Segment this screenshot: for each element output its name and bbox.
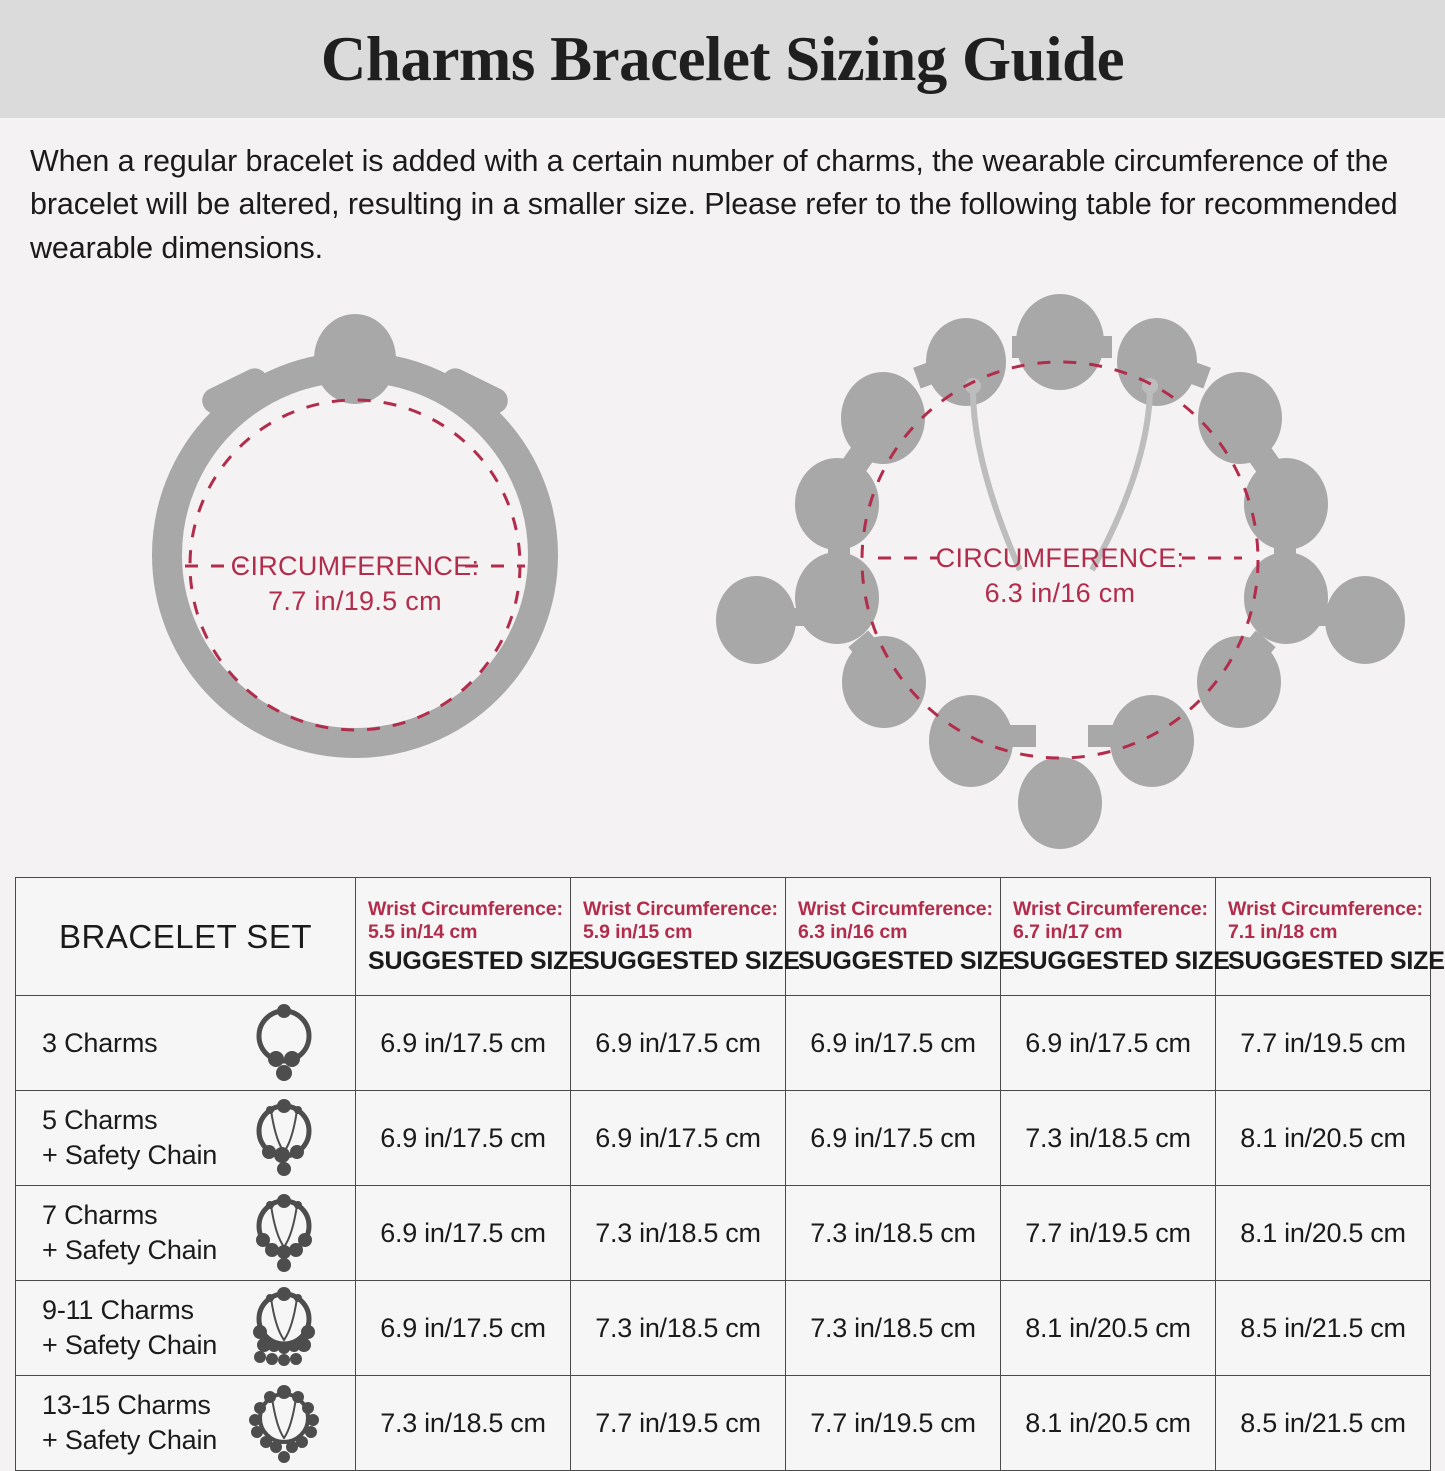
row-5-label: 13-15 Charms + Safety Chain — [42, 1390, 218, 1455]
row-2-set-cell: 5 Charms + Safety Chain — [15, 1090, 356, 1186]
row-2-col-4: 7.3 in/18.5 cm — [1000, 1090, 1216, 1186]
sizing-table: BRACELET SET Wrist Circumference: 5.5 in… — [15, 877, 1445, 1471]
charms-bracelet-diagram: CIRCUMFERENCE: 6.3 in/16 cm — [716, 290, 1405, 850]
page-title: Charms Bracelet Sizing Guide — [320, 23, 1125, 94]
header-col-1: Wrist Circumference: 5.5 in/14 cm SUGGES… — [355, 877, 585, 996]
header-col-5-wrist-line2: 7.1 in/18 cm — [1228, 920, 1338, 943]
bracelet-7-charms-icon — [241, 1192, 327, 1274]
row-1-label: 3 Charms — [42, 1027, 158, 1058]
row-3-col-5: 8.1 in/20.5 cm — [1215, 1185, 1431, 1281]
header-col-1-wrist-line1: Wrist Circumference: — [368, 897, 563, 920]
row-3-col-3: 7.3 in/18.5 cm — [785, 1185, 1001, 1281]
row-3-col-2: 7.3 in/18.5 cm — [570, 1185, 786, 1281]
header-col-4-suggested: SUGGESTED SIZE — [1013, 946, 1230, 975]
charms-circumference-label-line2: 6.3 in/16 cm — [985, 578, 1136, 608]
row-3-label: 7 Charms + Safety Chain — [42, 1200, 218, 1265]
diagram-row: CIRCUMFERENCE: 7.7 in/19.5 cm — [0, 290, 1445, 850]
table-row: 3 Charms — [15, 995, 1431, 1091]
table-row: 7 Charms + Safety Chain — [15, 1185, 1431, 1281]
header-col-2-suggested: SUGGESTED SIZE — [583, 946, 800, 975]
header-col-5: Wrist Circumference: 7.1 in/18 cm SUGGES… — [1215, 877, 1445, 996]
table-row: 5 Charms + Safety Chain — [15, 1090, 1431, 1186]
page-header: Charms Bracelet Sizing Guide — [0, 0, 1445, 118]
header-bracelet-set: BRACELET SET — [15, 877, 356, 996]
header-col-1-wrist-line2: 5.5 in/14 cm — [368, 920, 478, 943]
bracelet-band-icon — [152, 314, 558, 758]
row-2-col-5: 8.1 in/20.5 cm — [1215, 1090, 1431, 1186]
row-1-col-5: 7.7 in/19.5 cm — [1215, 995, 1431, 1091]
row-1-col-4: 6.9 in/17.5 cm — [1000, 995, 1216, 1091]
sizing-table-wrapper: BRACELET SET Wrist Circumference: 5.5 in… — [15, 877, 1445, 1471]
table-header-row: BRACELET SET Wrist Circumference: 5.5 in… — [15, 877, 1445, 996]
row-4-set-cell: 9-11 Charms + Safety Chain — [15, 1280, 356, 1376]
bracelet-3-charms-icon — [241, 1002, 327, 1084]
intro-paragraph: When a regular bracelet is added with a … — [30, 144, 1398, 265]
plain-bracelet-diagram: CIRCUMFERENCE: 7.7 in/19.5 cm — [55, 290, 655, 780]
header-col-2-wrist-line2: 5.9 in/15 cm — [583, 920, 693, 943]
table-row: 9-11 Charms + Safety Chain — [15, 1280, 1431, 1376]
row-1-col-1: 6.9 in/17.5 cm — [355, 995, 571, 1091]
table-body: 3 Charms — [15, 995, 1431, 1471]
header-col-4-wrist-line1: Wrist Circumference: — [1013, 897, 1208, 920]
row-3-col-4: 7.7 in/19.5 cm — [1000, 1185, 1216, 1281]
bracelet-5-charms-icon — [241, 1097, 327, 1179]
header-col-3-wrist-line1: Wrist Circumference: — [798, 897, 993, 920]
row-2-col-3: 6.9 in/17.5 cm — [785, 1090, 1001, 1186]
row-2-label: 5 Charms + Safety Chain — [42, 1105, 218, 1170]
row-4-col-4: 8.1 in/20.5 cm — [1000, 1280, 1216, 1376]
plain-circumference-label-line2: 7.7 in/19.5 cm — [268, 586, 442, 616]
row-3-set-cell: 7 Charms + Safety Chain — [15, 1185, 356, 1281]
header-col-4-wrist-line2: 6.7 in/17 cm — [1013, 920, 1123, 943]
plain-circumference-label-line1: CIRCUMFERENCE: — [231, 551, 480, 581]
row-4-col-3: 7.3 in/18.5 cm — [785, 1280, 1001, 1376]
header-col-2-wrist-line1: Wrist Circumference: — [583, 897, 778, 920]
charms-circumference-label-line1: CIRCUMFERENCE: — [936, 543, 1185, 573]
row-5-col-3: 7.7 in/19.5 cm — [785, 1375, 1001, 1471]
charm-beads-icon — [716, 294, 1405, 849]
bracelet-13-15-charms-icon — [241, 1382, 327, 1464]
row-5-col-2: 7.7 in/19.5 cm — [570, 1375, 786, 1471]
row-5-col-1: 7.3 in/18.5 cm — [355, 1375, 571, 1471]
header-col-5-wrist-line1: Wrist Circumference: — [1228, 897, 1423, 920]
table-row: 13-15 Charms + Safety Chain — [15, 1375, 1431, 1471]
row-5-col-4: 8.1 in/20.5 cm — [1000, 1375, 1216, 1471]
header-col-4: Wrist Circumference: 6.7 in/17 cm SUGGES… — [1000, 877, 1230, 996]
row-2-col-2: 6.9 in/17.5 cm — [570, 1090, 786, 1186]
row-2-col-1: 6.9 in/17.5 cm — [355, 1090, 571, 1186]
table-head: BRACELET SET Wrist Circumference: 5.5 in… — [15, 877, 1445, 996]
bracelet-9-11-charms-icon — [241, 1287, 327, 1369]
row-1-set-cell: 3 Charms — [15, 995, 356, 1091]
row-1-col-2: 6.9 in/17.5 cm — [570, 995, 786, 1091]
circumference-dashed-circle-charms — [860, 360, 1260, 760]
row-4-col-1: 6.9 in/17.5 cm — [355, 1280, 571, 1376]
row-5-col-5: 8.5 in/21.5 cm — [1215, 1375, 1431, 1471]
header-col-2: Wrist Circumference: 5.9 in/15 cm SUGGES… — [570, 877, 800, 996]
row-1-col-3: 6.9 in/17.5 cm — [785, 995, 1001, 1091]
row-5-set-cell: 13-15 Charms + Safety Chain — [15, 1375, 356, 1471]
circumference-dashed-circle — [185, 398, 525, 732]
header-col-3-suggested: SUGGESTED SIZE — [798, 946, 1015, 975]
header-col-3: Wrist Circumference: 6.3 in/16 cm SUGGES… — [785, 877, 1015, 996]
header-col-3-wrist-line2: 6.3 in/16 cm — [798, 920, 908, 943]
header-col-1-suggested: SUGGESTED SIZE — [368, 946, 585, 975]
row-4-label: 9-11 Charms + Safety Chain — [42, 1295, 218, 1360]
row-4-col-5: 8.5 in/21.5 cm — [1215, 1280, 1431, 1376]
header-col-5-suggested: SUGGESTED SIZE — [1228, 946, 1445, 975]
row-4-col-2: 7.3 in/18.5 cm — [570, 1280, 786, 1376]
row-3-col-1: 6.9 in/17.5 cm — [355, 1185, 571, 1281]
